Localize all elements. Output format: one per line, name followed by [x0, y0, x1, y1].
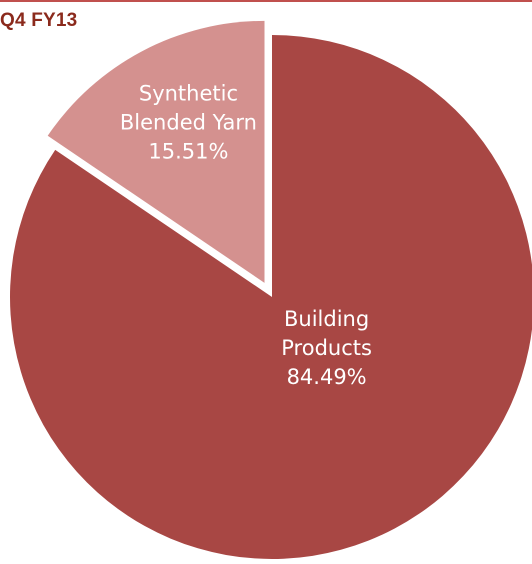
slice-label-building-products: Building Products 84.49% [281, 307, 372, 389]
slice-name-line: Products [281, 336, 372, 360]
slice-value-label: 84.49% [287, 365, 367, 389]
top-rule [0, 0, 532, 2]
slice-value-label: 15.51% [148, 139, 228, 163]
slice-name-line: Blended Yarn [120, 110, 257, 134]
slice-label-synthetic-blended-yarn: Synthetic Blended Yarn 15.51% [120, 81, 257, 163]
chart-title: Q4 FY13 [0, 10, 78, 31]
pie-slice-building-products [10, 35, 532, 559]
slice-name-line: Building [284, 307, 369, 331]
slice-name-line: Synthetic [139, 81, 238, 105]
pie-slice-synthetic-blended-yarn [47, 20, 265, 283]
